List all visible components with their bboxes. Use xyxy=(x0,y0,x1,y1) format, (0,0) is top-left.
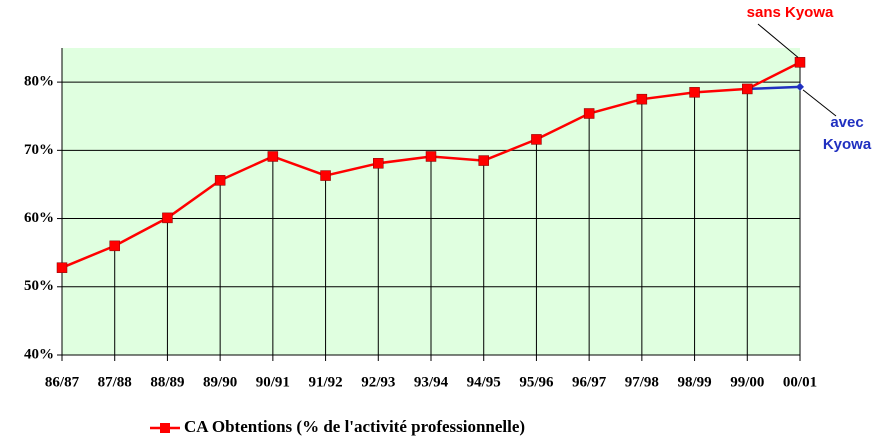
legend-marker xyxy=(160,423,170,433)
y-tick-label: 50% xyxy=(24,278,54,294)
marker xyxy=(796,82,804,91)
marker xyxy=(320,170,331,181)
x-tick-label: 94/95 xyxy=(467,374,501,390)
marker xyxy=(425,151,437,162)
y-tick-label: 60% xyxy=(24,210,54,226)
marker xyxy=(742,83,753,95)
x-tick-label: 00/01 xyxy=(783,374,817,390)
x-tick-label: 91/92 xyxy=(308,374,342,390)
marker xyxy=(689,87,700,98)
x-tick-label: 92/93 xyxy=(361,374,395,390)
marker xyxy=(531,134,542,145)
marker xyxy=(478,155,489,166)
y-tick-label: 40% xyxy=(24,346,54,362)
legend-label: CA Obtentions (% de l'activité professio… xyxy=(184,417,525,436)
x-tick-label: 86/87 xyxy=(45,374,80,390)
x-tick-label: 89/90 xyxy=(203,374,237,390)
x-tick-label: 97/98 xyxy=(625,374,659,390)
x-tick-label: 96/97 xyxy=(572,374,607,390)
x-tick-label: 95/96 xyxy=(519,374,554,390)
annotation: sans Kyowa xyxy=(747,4,834,21)
annotation: avec Kyowa xyxy=(823,114,872,153)
annotation-line: Kyowa xyxy=(823,136,872,153)
annotation-line: avec xyxy=(830,114,863,131)
marker xyxy=(636,93,648,105)
marker xyxy=(267,151,279,162)
marker xyxy=(373,158,384,169)
y-tick-label: 80% xyxy=(24,74,54,90)
x-tick-label: 99/00 xyxy=(730,374,764,390)
x-tick-label: 90/91 xyxy=(256,374,290,390)
annotation-leader xyxy=(802,89,837,117)
y-tick-label: 70% xyxy=(24,142,54,158)
x-tick-label: 87/88 xyxy=(98,374,132,390)
marker xyxy=(109,240,120,252)
x-tick-label: 98/99 xyxy=(677,374,711,390)
marker xyxy=(794,57,806,68)
x-tick-label: 93/94 xyxy=(414,374,449,390)
series-line xyxy=(747,85,801,91)
marker xyxy=(214,175,226,186)
annotation-leader xyxy=(757,23,799,58)
marker xyxy=(56,262,68,273)
marker xyxy=(162,212,173,224)
marker xyxy=(583,108,595,119)
x-tick-label: 88/89 xyxy=(150,374,184,390)
